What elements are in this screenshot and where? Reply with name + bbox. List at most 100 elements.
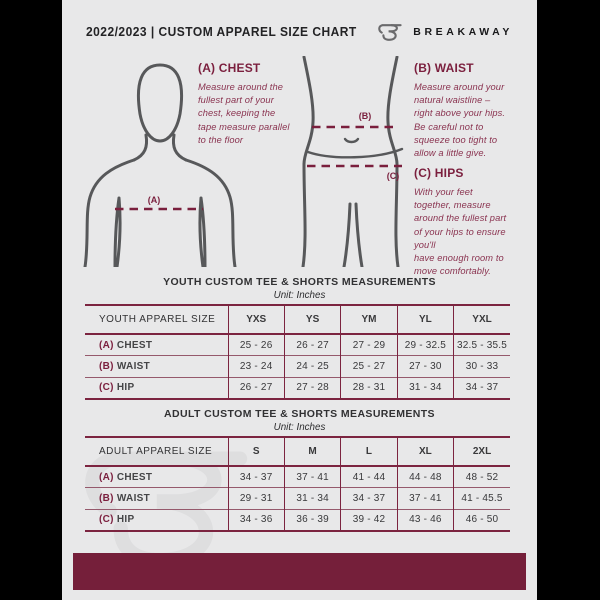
youth-size-table: YOUTH APPAREL SIZE YXS YS YM YL YXL (A) CHEST 2… bbox=[85, 304, 510, 400]
head-outline bbox=[136, 63, 184, 143]
size-range-cell: 41 - 44 bbox=[340, 466, 398, 488]
waist-heading: (B) WAIST bbox=[414, 61, 474, 75]
size-column-header: YS bbox=[283, 305, 341, 334]
size-range-cell: 36 - 39 bbox=[283, 509, 341, 531]
size-range-cell: 30 - 33 bbox=[453, 355, 510, 377]
size-range-cell: 32.5 - 35.5 bbox=[453, 334, 510, 356]
page-title: 2022/2023 | CUSTOM APPAREL SIZE CHART bbox=[86, 25, 357, 39]
size-range-cell: 31 - 34 bbox=[396, 377, 454, 399]
marker-letter: (B) bbox=[99, 360, 114, 372]
torso-right-outline bbox=[386, 56, 400, 267]
table-header-row: ADULT APPAREL SIZE S M L XL 2XL bbox=[85, 437, 510, 466]
inner-leg-left bbox=[342, 202, 352, 267]
armpit-left bbox=[113, 196, 122, 267]
size-range-cell: 34 - 37 bbox=[340, 487, 398, 509]
apparel-size-header-cell: YOUTH APPAREL SIZE bbox=[99, 314, 216, 325]
size-range-cell: 26 - 27 bbox=[227, 377, 285, 399]
breakaway-b-logo-icon bbox=[377, 19, 406, 45]
waist-marker-label: (B) bbox=[359, 111, 372, 121]
size-column-header: YL bbox=[396, 305, 454, 334]
size-range-cell: 27 - 29 bbox=[340, 334, 398, 356]
youth-table-title: YOUTH CUSTOM TEE & SHORTS MEASUREMENTS bbox=[163, 276, 436, 288]
hips-description: With your feet together, measure around … bbox=[414, 187, 507, 277]
row-label-cell: (C) HIP bbox=[99, 514, 135, 525]
lower-body-diagram: (B) (C) bbox=[301, 56, 404, 267]
navel-mark bbox=[343, 137, 360, 144]
size-range-cell: 27 - 30 bbox=[396, 355, 454, 377]
shoulder-arm-right bbox=[184, 158, 237, 267]
footer-accent-bar bbox=[73, 553, 526, 590]
brand-name: BREAKAWAY bbox=[413, 26, 513, 38]
armpit-right bbox=[198, 196, 207, 267]
size-range-cell: 48 - 52 bbox=[453, 466, 510, 488]
marker-letter: (B) bbox=[99, 492, 114, 504]
upper-body-diagram: (A) bbox=[83, 63, 237, 267]
apparel-size-header-cell: ADULT APPAREL SIZE bbox=[99, 446, 213, 457]
size-range-cell: 39 - 42 bbox=[340, 509, 398, 531]
measurement-row: (A) CHEST 34 - 37 37 - 41 41 - 44 44 - 48 48 … bbox=[85, 466, 510, 488]
measurement-row: (C) HIP 26 - 27 27 - 28 28 - 31 31 - 34 34 - … bbox=[85, 377, 510, 399]
adult-size-table: ADULT APPAREL SIZE S M L XL 2XL (A) CHEST 34 - … bbox=[85, 436, 510, 532]
youth-table-unit: Unit: Inches bbox=[273, 290, 326, 301]
measurement-row: (A) CHEST 25 - 26 26 - 27 27 - 29 29 - 32.5 3… bbox=[85, 334, 510, 356]
size-column-header: 2XL bbox=[453, 437, 510, 466]
size-range-cell: 25 - 27 bbox=[340, 355, 398, 377]
size-range-cell: 28 - 31 bbox=[340, 377, 398, 399]
neck-left bbox=[132, 133, 149, 162]
size-column-header: XL bbox=[396, 437, 454, 466]
row-label-cell: (C) HIP bbox=[99, 382, 135, 393]
size-range-cell: 34 - 37 bbox=[453, 377, 510, 399]
row-label-cell: (B) WAIST bbox=[99, 492, 151, 504]
chest-instructions: (A) CHEST Measure around the fullest par… bbox=[198, 61, 312, 147]
neck-right bbox=[171, 133, 188, 162]
size-column-header: YXL bbox=[453, 305, 510, 334]
waist-description: Measure around your natural waistline – … bbox=[414, 82, 506, 158]
size-range-cell: 37 - 41 bbox=[283, 466, 341, 488]
chest-description: Measure around the fullest part of your … bbox=[198, 82, 290, 145]
size-range-cell: 27 - 28 bbox=[283, 377, 341, 399]
marker-letter: (C) bbox=[99, 514, 114, 525]
size-column-header: L bbox=[340, 437, 398, 466]
size-range-cell: 29 - 32.5 bbox=[396, 334, 454, 356]
size-range-cell: 24 - 25 bbox=[283, 355, 341, 377]
size-range-cell: 29 - 31 bbox=[227, 487, 285, 509]
size-range-cell: 37 - 41 bbox=[396, 487, 454, 509]
shoulder-arm-left bbox=[83, 158, 136, 267]
table-header-row: YOUTH APPAREL SIZE YXS YS YM YL YXL bbox=[85, 305, 510, 334]
measurement-row: (B) WAIST 23 - 24 24 - 25 25 - 27 27 - 30 30 … bbox=[85, 355, 510, 377]
row-label-cell: (A) CHEST bbox=[99, 339, 153, 351]
chest-marker-label: (A) bbox=[148, 195, 161, 205]
adult-table-title: ADULT CUSTOM TEE & SHORTS MEASUREMENTS bbox=[164, 408, 435, 420]
size-range-cell: 41 - 45.5 bbox=[453, 487, 510, 509]
size-range-cell: 26 - 27 bbox=[283, 334, 341, 356]
marker-letter: (A) bbox=[99, 471, 114, 483]
size-column-header: M bbox=[283, 437, 341, 466]
hip-curve bbox=[306, 147, 404, 159]
size-column-header: YXS bbox=[227, 305, 285, 334]
size-column-header: S bbox=[227, 437, 285, 466]
size-range-cell: 23 - 24 bbox=[227, 355, 285, 377]
inner-leg-right bbox=[354, 202, 364, 267]
header: 2022/2023 | CUSTOM APPAREL SIZE CHART BR… bbox=[86, 19, 513, 45]
hips-heading: (C) HIPS bbox=[414, 166, 464, 180]
size-range-cell: 43 - 46 bbox=[396, 509, 454, 531]
torso-left-outline bbox=[301, 56, 315, 267]
marker-letter: (A) bbox=[99, 339, 114, 351]
size-range-cell: 44 - 48 bbox=[396, 466, 454, 488]
waist-instructions: (B) WAIST Measure around your natural wa… bbox=[414, 61, 520, 160]
hips-instructions: (C) HIPS With your feet together, measur… bbox=[414, 166, 522, 278]
row-label-cell: (A) CHEST bbox=[99, 471, 153, 483]
measurement-row: (C) HIP 34 - 36 36 - 39 39 - 42 43 - 46 46 - … bbox=[85, 509, 510, 531]
row-label-cell: (B) WAIST bbox=[99, 360, 151, 372]
size-range-cell: 25 - 26 bbox=[227, 334, 285, 356]
size-range-cell: 46 - 50 bbox=[453, 509, 510, 531]
size-column-header: YM bbox=[340, 305, 398, 334]
size-chart-card: 2022/2023 | CUSTOM APPAREL SIZE CHART BR… bbox=[62, 0, 537, 600]
hips-marker-label: (C) bbox=[387, 171, 400, 181]
size-range-cell: 34 - 36 bbox=[227, 509, 285, 531]
measurement-row: (B) WAIST 29 - 31 31 - 34 34 - 37 37 - 41 41 … bbox=[85, 487, 510, 509]
marker-letter: (C) bbox=[99, 382, 114, 393]
adult-table-unit: Unit: Inches bbox=[273, 422, 326, 433]
size-range-cell: 31 - 34 bbox=[283, 487, 341, 509]
